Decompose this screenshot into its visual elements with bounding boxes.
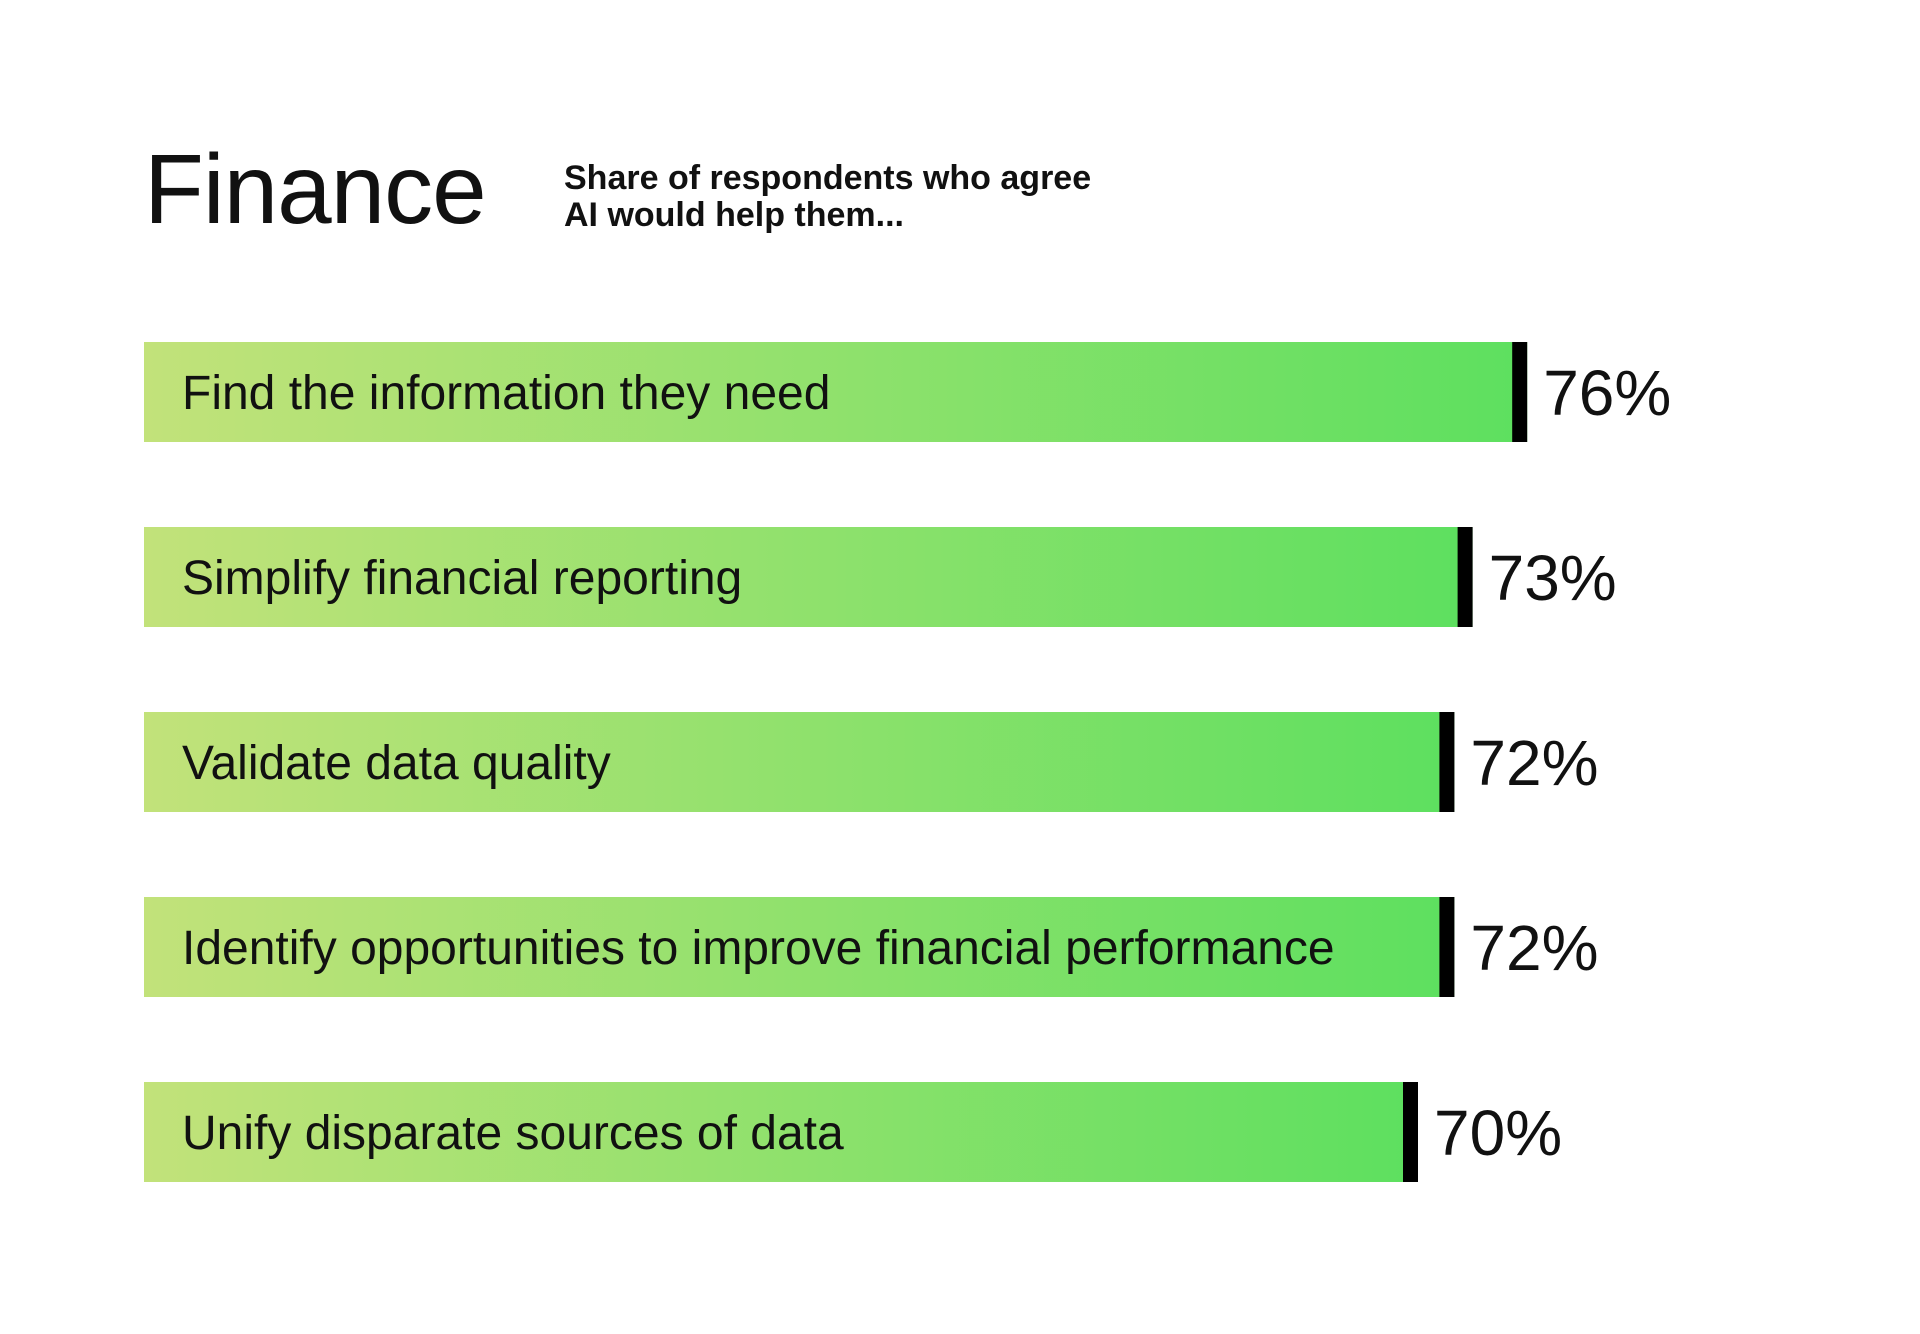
bar-category-label: Simplify financial reporting xyxy=(182,552,742,605)
bar-group: Find the information they need 76% xyxy=(144,342,1671,442)
subtitle-line-2: AI would help them... xyxy=(564,196,904,234)
bar-value-label: 70% xyxy=(1434,1097,1562,1169)
bar xyxy=(144,712,1455,812)
bar-group: Unify disparate sources of data 70% xyxy=(144,1082,1562,1182)
bar-value-label: 76% xyxy=(1543,357,1671,429)
bar-end-marker xyxy=(1512,342,1528,442)
bar-end-marker xyxy=(1439,897,1455,997)
bar-category-label: Unify disparate sources of data xyxy=(182,1107,844,1160)
subtitle-line-1: Share of respondents who agree xyxy=(564,159,1092,197)
bar-group: Validate data quality 72% xyxy=(144,712,1598,812)
bar-category-label: Find the information they need xyxy=(182,367,830,420)
chart-subtitle: Share of respondents who agree AI would … xyxy=(564,160,1124,234)
bar-group: Simplify financial reporting 73% xyxy=(144,527,1617,627)
bar-group: Identify opportunities to improve financ… xyxy=(144,897,1598,997)
chart-title: Finance xyxy=(144,134,487,244)
bar xyxy=(144,1082,1418,1182)
bar-value-label: 72% xyxy=(1470,912,1598,984)
bar-end-marker xyxy=(1457,527,1473,627)
bar xyxy=(144,342,1528,442)
bar-value-label: 72% xyxy=(1470,727,1598,799)
bar-category-label: Validate data quality xyxy=(182,737,611,790)
bar-end-marker xyxy=(1403,1082,1418,1182)
bar-end-marker xyxy=(1439,712,1455,812)
bar-category-label: Identify opportunities to improve financ… xyxy=(182,922,1335,975)
bar xyxy=(144,897,1455,997)
bar xyxy=(144,527,1473,627)
bar-value-label: 73% xyxy=(1489,542,1617,614)
